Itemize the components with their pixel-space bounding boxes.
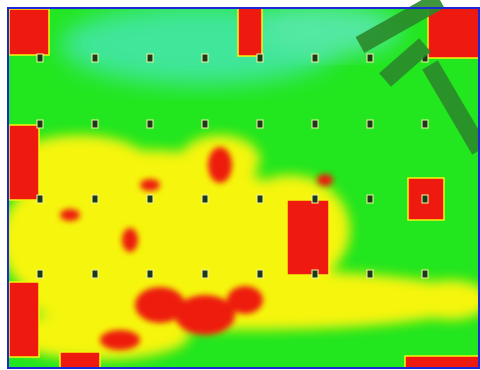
column-marker: [367, 54, 373, 62]
column-marker: [202, 195, 208, 203]
column-marker: [312, 195, 318, 203]
red-room: [60, 352, 100, 368]
red-room: [428, 8, 480, 58]
column-marker: [312, 120, 318, 128]
red-room: [9, 9, 49, 55]
column-marker: [202, 270, 208, 278]
column-marker: [147, 270, 153, 278]
column-marker: [147, 54, 153, 62]
column-marker: [37, 195, 43, 203]
red-blob: [100, 330, 140, 350]
red-blob: [122, 228, 138, 252]
red-blob: [175, 295, 235, 335]
column-marker: [37, 270, 43, 278]
red-room: [405, 356, 480, 368]
red-blob: [208, 147, 232, 183]
page: Heatmap {} html, body { margin: 0; paddi…: [0, 0, 480, 370]
red-blob: [60, 209, 80, 221]
red-blob: [227, 286, 263, 314]
heatmap-image: [0, 0, 480, 370]
column-marker: [92, 270, 98, 278]
column-marker: [367, 120, 373, 128]
column-marker: [257, 270, 263, 278]
column-marker: [202, 54, 208, 62]
red-room: [238, 8, 262, 56]
column-marker: [257, 54, 263, 62]
column-marker: [147, 195, 153, 203]
column-marker: [422, 195, 428, 203]
column-marker: [37, 54, 43, 62]
column-marker: [312, 270, 318, 278]
red-blob: [317, 174, 333, 186]
red-blob: [140, 179, 160, 191]
column-marker: [422, 270, 428, 278]
column-marker: [257, 120, 263, 128]
red-room: [287, 200, 329, 275]
column-marker: [92, 195, 98, 203]
column-marker: [92, 120, 98, 128]
column-marker: [257, 195, 263, 203]
column-marker: [367, 195, 373, 203]
column-marker: [202, 120, 208, 128]
body: (() => { const svg = document.getElement…: [0, 0, 480, 370]
column-marker: [367, 270, 373, 278]
red-room: [9, 125, 39, 200]
red-room: [9, 282, 39, 357]
column-marker: [37, 120, 43, 128]
column-marker: [92, 54, 98, 62]
column-marker: [312, 54, 318, 62]
column-marker: [147, 120, 153, 128]
column-marker: [422, 120, 428, 128]
